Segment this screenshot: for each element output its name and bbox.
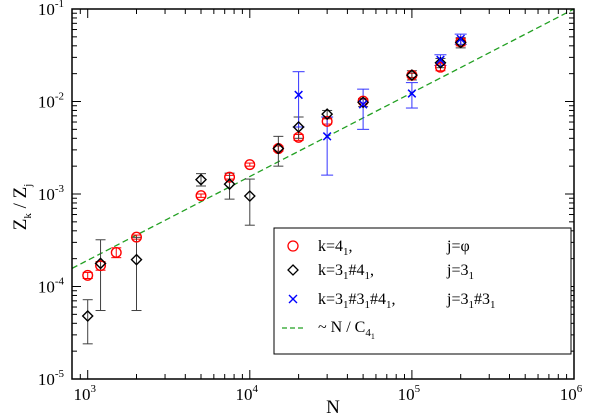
legend-box — [273, 227, 572, 355]
legend-k-3: k=3 — [318, 291, 343, 308]
y-tick-label: 10-4 — [38, 276, 65, 297]
data-point-diamond — [81, 309, 94, 322]
svg-text:k=41,: k=41, — [318, 238, 353, 258]
errorbar — [244, 162, 255, 167]
svg-text:k=31#41,: k=31#41, — [318, 262, 374, 282]
y-tick-label: 10-2 — [38, 91, 64, 112]
legend-marker-circle — [287, 240, 299, 252]
y-axis-label: Zk / Zj — [10, 184, 34, 231]
x-tick-label: 105 — [398, 383, 421, 404]
data-point-diamond — [405, 69, 418, 82]
svg-text:Zk / Zj: Zk / Zj — [10, 184, 34, 231]
legend-entry-circle: k=41, j=φ — [287, 238, 470, 258]
data-point-x — [407, 89, 417, 98]
y-tick-label: 10-3 — [38, 183, 65, 204]
legend-j-2: j=3 — [446, 262, 468, 279]
data-point-diamond — [454, 36, 467, 49]
data-point-x — [436, 55, 445, 65]
errorbar — [95, 239, 106, 312]
data-point-circle — [95, 260, 107, 272]
tick-layer — [71, 8, 575, 380]
y-axis-label-main-2: Z — [10, 187, 31, 199]
data-point-circle — [224, 171, 236, 183]
y-axis-label-sep: / — [10, 198, 31, 213]
errorbar — [357, 88, 370, 130]
data-point-circle — [357, 95, 369, 107]
legend-j-3: j=3 — [446, 291, 468, 308]
data-point-x — [358, 100, 368, 109]
svg-text:k=31#31#41,: k=31#31#41, — [318, 291, 396, 311]
legend-entry-x: k=31#31#41, j=31#31 — [288, 291, 495, 311]
marker-layer — [81, 34, 467, 322]
x-tick-label: 104 — [236, 383, 259, 404]
legend-marker-x — [288, 294, 298, 304]
data-point-x — [322, 132, 332, 141]
data-point-diamond — [94, 257, 107, 270]
data-point-circle — [195, 190, 207, 202]
errorbar — [405, 82, 418, 109]
legend-k-2: k=3 — [318, 262, 343, 279]
fit-line-layer — [71, 8, 575, 269]
fit-line — [71, 8, 575, 269]
legend-fit-label: ~ N / C — [318, 319, 365, 336]
svg-text:j=31#31: j=31#31 — [446, 291, 495, 311]
legend-entry-diamond: k=31#41, j=31 — [287, 262, 474, 282]
tick-label-layer: 103 104 105 106 10-5 10-4 10-3 10-2 10-1 — [38, 0, 583, 404]
data-point-diamond — [243, 190, 256, 203]
errorbar — [196, 193, 207, 198]
x-tick-label: 106 — [560, 383, 583, 404]
errorbar — [244, 178, 255, 226]
legend-k-1: k=4 — [318, 238, 343, 255]
x-tick-label: 103 — [73, 383, 96, 404]
svg-text:j=31: j=31 — [446, 262, 474, 282]
x-axis-label: N — [326, 397, 340, 418]
data-point-circle — [82, 269, 94, 281]
data-point-circle — [131, 231, 143, 243]
legend-entry-fit: ~ N / C41 — [282, 319, 375, 341]
errorbar — [292, 71, 305, 128]
data-point-circle — [321, 115, 333, 127]
legend-marker-diamond — [287, 264, 299, 276]
y-axis-label-sub-j: j — [22, 184, 34, 188]
errorbar — [273, 135, 284, 167]
data-point-diamond — [223, 178, 236, 191]
legend-j-1: j=φ — [446, 238, 470, 255]
svg-text:~ N / C41: ~ N / C41 — [318, 319, 375, 341]
data-point-diamond — [272, 142, 285, 155]
legend: k=41, j=φ k=31#41, j=31 k=31#31#41, j=31… — [273, 227, 572, 355]
data-point-x — [456, 34, 466, 44]
errorbar-layer — [82, 33, 467, 345]
data-point-circle — [244, 159, 256, 171]
data-point-diamond — [434, 56, 447, 69]
data-point-diamond — [321, 108, 334, 121]
data-point-x — [294, 90, 303, 100]
data-point-circle — [110, 247, 122, 259]
y-axis-label-main: Z — [10, 219, 31, 231]
y-tick-label: 10-1 — [38, 0, 64, 19]
errorbar — [131, 236, 142, 312]
y-tick-label: 10-5 — [38, 368, 65, 389]
data-point-diamond — [130, 253, 143, 266]
data-point-circle — [434, 61, 446, 73]
data-point-diamond — [195, 173, 207, 186]
data-point-diamond — [292, 121, 305, 133]
y-axis-label-sub-k: k — [22, 213, 34, 219]
